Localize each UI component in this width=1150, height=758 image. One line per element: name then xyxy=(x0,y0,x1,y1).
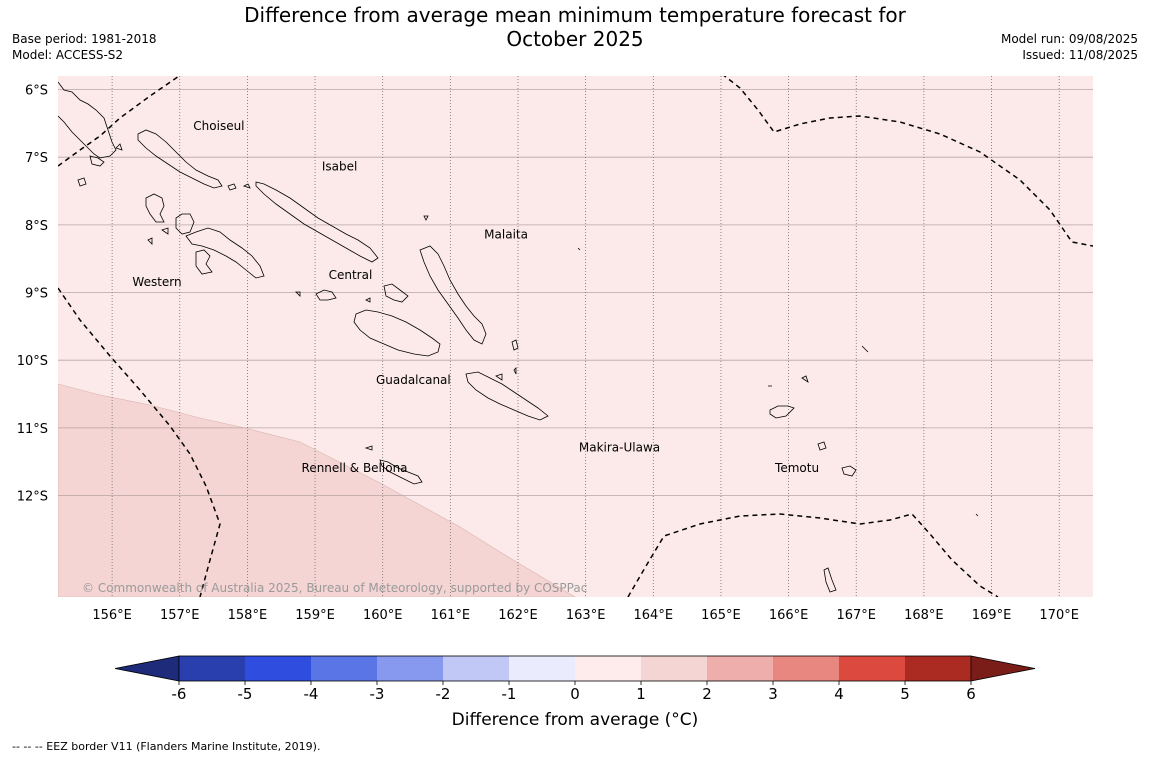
colorbar-tick-label: 6 xyxy=(966,685,976,700)
colorbar-over-arrow xyxy=(970,655,1036,682)
meta-left: Base period: 1981-2018 Model: ACCESS-S2 xyxy=(12,31,157,63)
region-label: Makira-Ulawa xyxy=(579,441,660,455)
lat-label: 10°S xyxy=(17,354,48,369)
lon-label: 156°E xyxy=(92,608,132,623)
colorbar-label: Difference from average (°C) xyxy=(451,710,699,730)
meta-right: Model run: 09/08/2025 Issued: 11/08/2025 xyxy=(1001,31,1138,63)
colorbar-swatch xyxy=(509,656,576,681)
lon-label: 159°E xyxy=(295,608,335,623)
copyright-notice: © Commonwealth of Australia 2025, Bureau… xyxy=(82,581,587,595)
title-line-2: October 2025 xyxy=(506,27,644,51)
colorbar-tick-label: -2 xyxy=(436,685,451,700)
region-label: Rennell & Bellona xyxy=(302,461,408,475)
model-run: Model run: 09/08/2025 xyxy=(1000,32,1138,46)
region-label: Temotu xyxy=(774,461,819,475)
colorbar-swatch xyxy=(377,656,444,681)
lon-label: 161°E xyxy=(431,608,471,623)
colorbar-swatch xyxy=(773,656,840,681)
region-label: Isabel xyxy=(322,160,357,174)
colorbar: -6 -5 -4 -3 -2 -1 0 1 2 3 4 5 6 xyxy=(114,655,1036,700)
region-label: Guadalcanal xyxy=(376,373,451,387)
colorbar-under-arrow xyxy=(114,655,180,682)
latitude-gridlines xyxy=(58,89,1093,496)
lon-label: 158°E xyxy=(228,608,268,623)
lat-label: 6°S xyxy=(25,84,48,99)
colorbar-swatch xyxy=(311,656,378,681)
title-line-1: Difference from average mean minimum tem… xyxy=(244,3,906,27)
lon-label: 162°E xyxy=(498,608,538,623)
colorbar-tick-label: 2 xyxy=(702,685,712,700)
region-label: Choiseul xyxy=(193,119,244,133)
lon-label: 170°E xyxy=(1039,608,1079,623)
colorbar-tick-label: -6 xyxy=(172,685,187,700)
lon-label: 157°E xyxy=(160,608,200,623)
colorbar-swatch xyxy=(641,656,708,681)
lon-label: 160°E xyxy=(363,608,403,623)
colorbar-tick-label: 5 xyxy=(900,685,910,700)
lon-label: 166°E xyxy=(769,608,809,623)
lat-label: 11°S xyxy=(17,422,48,437)
region-label: Malaita xyxy=(484,227,528,241)
colorbar-swatch xyxy=(707,656,774,681)
issued-date: Issued: 11/08/2025 xyxy=(1022,48,1138,62)
colorbar-tick-label: -5 xyxy=(238,685,253,700)
longitude-labels: 156°E 157°E 158°E 159°E 160°E 161°E 162°E 163°E… xyxy=(92,608,1079,623)
lon-label: 163°E xyxy=(566,608,606,623)
colorbar-tick-label: -3 xyxy=(370,685,385,700)
lat-label: 9°S xyxy=(25,287,48,302)
region-label: Western xyxy=(132,275,181,289)
colorbar-swatch xyxy=(179,656,246,681)
latitude-labels: 6°S 7°S 8°S 9°S 10°S 11°S 12°S xyxy=(17,84,48,505)
colorbar-swatch xyxy=(245,656,312,681)
colorbar-swatch xyxy=(443,656,510,681)
lon-label: 165°E xyxy=(701,608,741,623)
colorbar-tick-label: 3 xyxy=(768,685,778,700)
lon-label: 169°E xyxy=(972,608,1012,623)
model-name: Model: ACCESS-S2 xyxy=(12,48,124,62)
forecast-map: 6°S 7°S 8°S 9°S 10°S 11°S 12°S 156°E 157°E 158°E… xyxy=(17,76,1093,700)
colorbar-swatch xyxy=(839,656,906,681)
lat-label: 12°S xyxy=(17,490,48,505)
colorbar-tick-label: 1 xyxy=(636,685,646,700)
colorbar-swatch xyxy=(575,656,642,681)
lat-label: 8°S xyxy=(25,219,48,234)
colorbar-tick-label: -1 xyxy=(502,685,517,700)
eez-borders xyxy=(58,76,1093,597)
lon-label: 167°E xyxy=(836,608,876,623)
lat-label: 7°S xyxy=(25,151,48,166)
colorbar-swatch xyxy=(905,656,972,681)
coastlines xyxy=(58,81,979,593)
region-labels: Choiseul Isabel Malaita Western Central Guada… xyxy=(132,119,819,475)
base-period: Base period: 1981-2018 xyxy=(12,32,157,46)
region-label: Central xyxy=(329,268,373,282)
chart-title: Difference from average mean minimum tem… xyxy=(0,3,1150,51)
colorbar-tick-label: 0 xyxy=(570,685,580,700)
colorbar-tick-label: -4 xyxy=(304,685,319,700)
lon-label: 168°E xyxy=(904,608,944,623)
anomaly-region-1-2 xyxy=(58,383,576,597)
lon-label: 164°E xyxy=(634,608,674,623)
colorbar-tick-label: 4 xyxy=(834,685,844,700)
eez-footnote: -- -- -- EEZ border V11 (Flanders Marine… xyxy=(12,740,321,753)
